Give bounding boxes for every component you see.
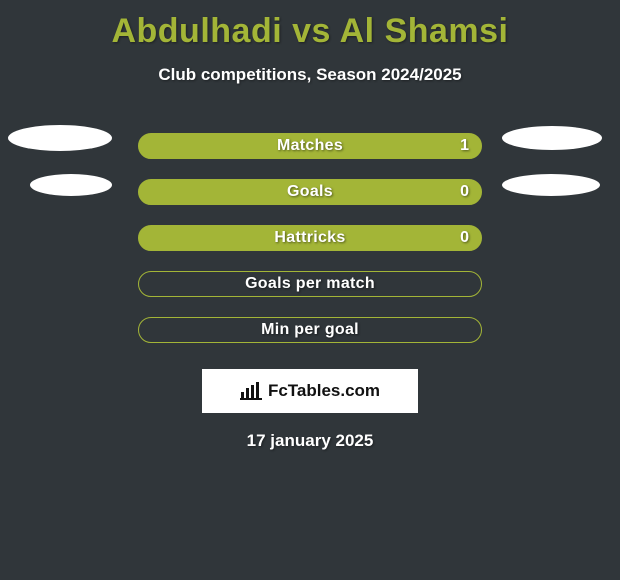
stat-row: Goals 0	[0, 169, 620, 215]
stat-label: Min per goal	[261, 321, 359, 339]
stat-row: Hattricks 0	[0, 215, 620, 261]
player-right-marker	[502, 126, 602, 150]
page-title: Abdulhadi vs Al Shamsi	[0, 0, 620, 51]
stats-chart: Matches 1 Goals 0 Hattricks 0 Goals per …	[0, 123, 620, 353]
page-subtitle: Club competitions, Season 2024/2025	[0, 65, 620, 85]
player-left-marker	[30, 174, 112, 196]
stat-bar-goals: Goals 0	[138, 179, 482, 205]
stat-bar-hattricks: Hattricks 0	[138, 225, 482, 251]
stat-value: 0	[460, 229, 469, 247]
stat-label: Goals	[287, 183, 333, 201]
footer-date: 17 january 2025	[0, 431, 620, 451]
player-right-marker	[502, 174, 600, 196]
stat-row: Goals per match	[0, 261, 620, 307]
stat-label: Hattricks	[274, 229, 345, 247]
brand-badge: FcTables.com	[202, 369, 418, 413]
stat-label: Goals per match	[245, 275, 375, 293]
brand-text: FcTables.com	[268, 381, 380, 401]
stat-value: 0	[460, 183, 469, 201]
stat-row: Matches 1	[0, 123, 620, 169]
stat-bar-min-per-goal: Min per goal	[138, 317, 482, 343]
stat-bar-goals-per-match: Goals per match	[138, 271, 482, 297]
stat-value: 1	[460, 137, 469, 155]
stat-bar-matches: Matches 1	[138, 133, 482, 159]
stat-row: Min per goal	[0, 307, 620, 353]
stat-label: Matches	[277, 137, 343, 155]
bar-chart-icon	[240, 382, 262, 400]
player-left-marker	[8, 125, 112, 151]
